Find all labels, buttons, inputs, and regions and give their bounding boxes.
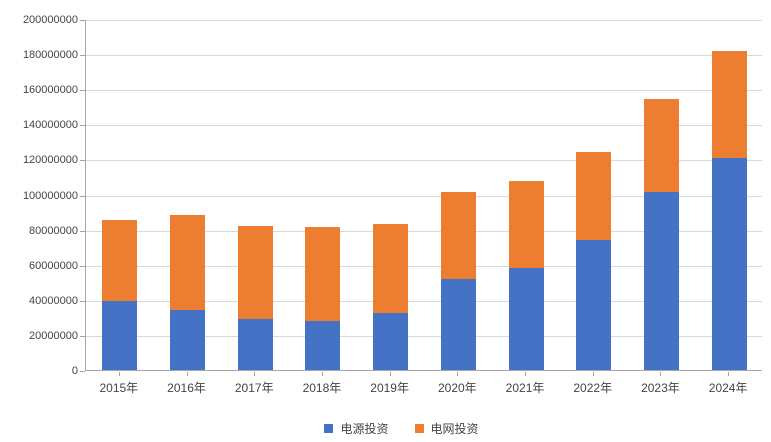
gridline bbox=[86, 160, 762, 161]
bar-segment-2017年-电网投资[interactable] bbox=[237, 225, 273, 320]
bar-segment-2021年-电网投资[interactable] bbox=[508, 181, 544, 269]
x-axis-tick-label: 2020年 bbox=[437, 381, 477, 395]
bar-segment-2021年-电源投资[interactable] bbox=[508, 268, 544, 370]
y-axis-tick bbox=[80, 335, 85, 337]
bar-segment-2020年-电源投资[interactable] bbox=[440, 278, 476, 370]
y-axis-tick bbox=[80, 300, 85, 302]
legend-label-power-source: 电源投资 bbox=[340, 422, 389, 436]
x-axis-tick bbox=[186, 372, 188, 376]
x-axis-tick bbox=[660, 372, 662, 376]
x-axis-tick bbox=[728, 372, 730, 376]
gridline bbox=[86, 336, 762, 337]
bar-segment-2015年-电网投资[interactable] bbox=[102, 220, 138, 301]
gridline bbox=[86, 266, 762, 267]
bar-segment-2023年-电网投资[interactable] bbox=[643, 98, 679, 192]
gridline bbox=[86, 20, 762, 21]
y-axis-tick bbox=[80, 371, 85, 372]
x-axis-tick bbox=[457, 372, 459, 376]
x-axis-tick-label: 2021年 bbox=[505, 381, 545, 395]
bar-segment-2016年-电源投资[interactable] bbox=[170, 310, 206, 370]
y-axis-tick-label: 60000000 bbox=[29, 259, 78, 272]
bar-segment-2023年-电源投资[interactable] bbox=[643, 191, 679, 370]
y-axis-tick-label: 100000000 bbox=[22, 189, 78, 202]
y-axis-tick-label: 140000000 bbox=[22, 119, 78, 132]
x-axis-tick-label: 2016年 bbox=[167, 381, 206, 395]
bar-segment-2024年-电源投资[interactable] bbox=[711, 158, 747, 370]
y-axis-tick-label: 160000000 bbox=[22, 84, 78, 97]
legend-item-power-source-investment[interactable]: 电源投资 bbox=[324, 420, 389, 437]
x-axis-tick-label: 2024年 bbox=[708, 381, 748, 395]
x-axis-tick bbox=[118, 372, 120, 376]
bar-segment-2020年-电网投资[interactable] bbox=[440, 191, 476, 279]
y-axis-tick-label: 80000000 bbox=[29, 224, 78, 237]
gridline bbox=[86, 125, 762, 126]
gridline bbox=[86, 55, 762, 56]
gridline bbox=[86, 301, 762, 302]
bar-segment-2017年-电源投资[interactable] bbox=[237, 319, 273, 370]
y-axis-tick bbox=[80, 20, 85, 21]
bar-segment-2019年-电网投资[interactable] bbox=[373, 224, 409, 313]
x-axis-tick-label: 2023年 bbox=[641, 381, 680, 395]
y-axis-tick bbox=[80, 125, 85, 127]
x-axis-tick-label: 2019年 bbox=[370, 381, 409, 395]
bar-segment-2016年-电网投资[interactable] bbox=[170, 215, 206, 311]
y-axis-tick bbox=[80, 265, 85, 267]
plot-area bbox=[85, 20, 762, 371]
legend-swatch-blue-icon bbox=[324, 424, 334, 433]
bar-segment-2022年-电网投资[interactable] bbox=[576, 151, 612, 240]
y-axis-tick-label: 20000000 bbox=[29, 329, 78, 342]
y-axis-tick bbox=[80, 195, 85, 197]
x-axis-tick-label: 2017年 bbox=[234, 381, 274, 395]
gridline bbox=[86, 196, 762, 197]
x-axis-tick bbox=[389, 372, 391, 376]
bar-segment-2018年-电源投资[interactable] bbox=[305, 321, 341, 370]
y-axis-tick-label: 200000000 bbox=[22, 14, 78, 26]
legend-label-grid: 电网投资 bbox=[430, 422, 479, 436]
bar-segment-2024年-电网投资[interactable] bbox=[711, 50, 747, 159]
y-axis-tick bbox=[80, 55, 85, 57]
legend-item-grid-investment[interactable]: 电网投资 bbox=[414, 420, 479, 437]
gridline bbox=[86, 90, 762, 91]
bar-segment-2022年-电源投资[interactable] bbox=[576, 239, 612, 370]
x-axis-tick bbox=[525, 372, 527, 376]
y-axis-tick-label: 180000000 bbox=[22, 49, 78, 62]
bar-segment-2015年-电源投资[interactable] bbox=[102, 300, 138, 370]
x-axis-tick-label: 2022年 bbox=[573, 381, 613, 395]
x-axis-tick bbox=[321, 372, 323, 376]
x-axis-tick-label: 2018年 bbox=[302, 381, 342, 395]
y-axis-tick-label: 0 bbox=[71, 365, 78, 377]
x-axis-tick-label: 2015年 bbox=[99, 381, 139, 395]
y-axis-tick bbox=[80, 230, 85, 232]
x-axis-tick bbox=[254, 372, 256, 376]
y-axis-tick-label: 40000000 bbox=[29, 294, 78, 307]
legend-swatch-orange-icon bbox=[414, 424, 424, 433]
bar-segment-2018年-电网投资[interactable] bbox=[305, 226, 341, 322]
x-axis-tick bbox=[592, 372, 594, 376]
y-axis-tick-label: 120000000 bbox=[22, 154, 78, 167]
y-axis-tick bbox=[80, 90, 85, 92]
bar-segment-2019年-电源投资[interactable] bbox=[373, 312, 409, 370]
y-axis-tick bbox=[80, 160, 85, 162]
legend: 电源投资 电网投资 bbox=[16, 420, 771, 437]
gridline bbox=[86, 231, 762, 232]
